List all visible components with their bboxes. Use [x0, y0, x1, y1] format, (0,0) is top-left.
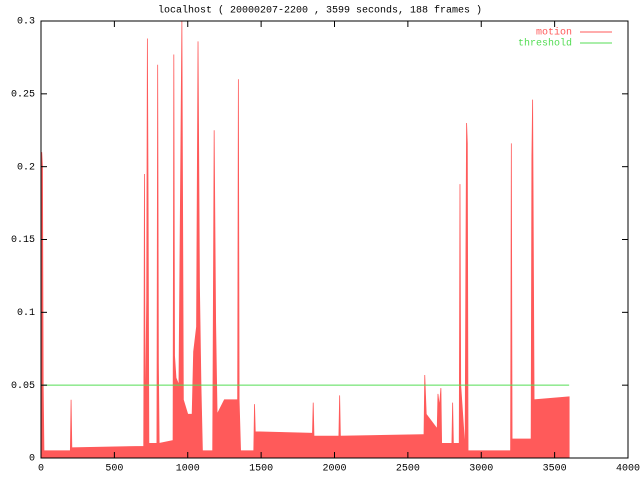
- x-tick-label: 1000: [176, 464, 200, 475]
- y-tick-label: 0.15: [11, 235, 35, 246]
- x-tick-label: 0: [38, 464, 44, 475]
- x-tick-label: 500: [105, 464, 123, 475]
- y-tick-label: 0.2: [17, 162, 35, 173]
- x-tick-label: 2000: [322, 464, 346, 475]
- legend-label: threshold: [518, 38, 572, 50]
- x-tick-label: 3500: [543, 464, 567, 475]
- y-tick-label: 0.1: [17, 308, 35, 319]
- chart-title: localhost ( 20000207-2200 , 3599 seconds…: [158, 5, 482, 17]
- legend-label: motion: [536, 27, 572, 39]
- x-tick-label: 4000: [616, 464, 640, 475]
- x-tick-label: 2500: [396, 464, 420, 475]
- plot-border: [40, 20, 629, 459]
- y-tick-label: 0.3: [17, 17, 35, 28]
- y-tick-label: 0.05: [11, 381, 35, 392]
- x-tick-label: 3000: [469, 464, 493, 475]
- x-tick-label: 1500: [249, 464, 273, 475]
- y-tick-label: 0: [29, 454, 35, 465]
- y-tick-label: 0.25: [11, 89, 35, 100]
- motion-area: [40, 20, 570, 459]
